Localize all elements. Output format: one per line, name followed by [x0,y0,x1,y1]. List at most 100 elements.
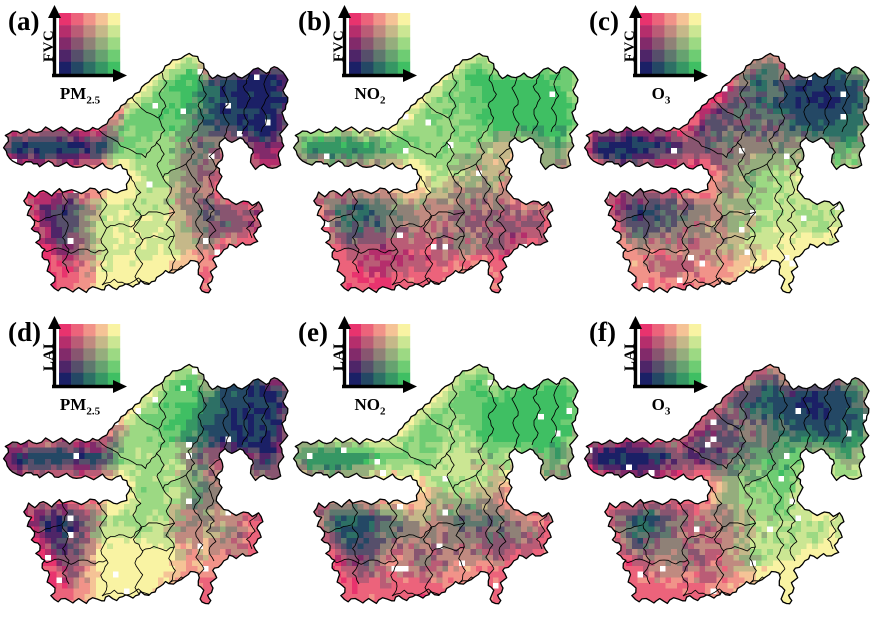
legend-x-axis-label: O3 [651,395,671,418]
district-boundary [106,215,142,229]
district-boundary [736,380,749,490]
legend-cell [688,49,702,62]
district-boundary [481,175,495,259]
legend-cell [71,336,84,349]
legend-cell [373,61,386,75]
legend-cell [688,324,702,337]
legend-cell [652,336,665,349]
bivariate-choropleth-map [583,52,870,294]
legend-cell [361,348,374,361]
district-boundary [96,191,109,286]
district-boundary [827,201,840,239]
legend-cell [397,37,411,50]
panel-b: (b) FVC NO2 [290,0,580,311]
district-boundary [550,71,561,133]
district-boundary [421,407,449,430]
legend-cell [59,372,72,386]
district-boundary [58,499,70,585]
region-outline [292,363,579,605]
district-boundary [712,407,740,430]
district-boundary [155,380,168,490]
region-outline [292,52,579,294]
legend-cell [361,37,374,50]
district-boundary [495,147,512,251]
legend-y-arrowhead [48,316,61,329]
legend-cell [385,360,398,373]
district-boundary [639,499,651,585]
legend-cell [676,37,689,50]
legend-cell [397,49,411,62]
legend-cell [95,61,108,75]
district-boundary [430,211,465,217]
legend-cell [71,13,84,26]
district-boundary [743,488,757,595]
bivariate-legend: FVC O3 [617,4,787,108]
legend-cell [107,348,121,361]
district-boundary [721,522,756,528]
legend-x-arrowhead [113,69,127,82]
district-boundary [786,147,803,251]
district-boundary [324,247,398,254]
legend-cell [361,372,374,386]
legend-cell [373,49,386,62]
legend-cell [688,25,702,38]
legend-cell [688,13,702,26]
legend-cell [107,13,121,26]
district-boundary [421,96,449,119]
district-boundary [736,69,749,179]
district-boundary [430,522,465,528]
legend-cell [676,360,689,373]
legend-cell [676,13,689,26]
legend-cell [373,348,386,361]
district-boundary [141,546,176,552]
legend-cell [95,25,108,38]
legend-grid-and-axes [338,316,417,393]
legend-cell [107,37,121,50]
district-boundary [241,383,251,446]
legend-cell [688,360,702,373]
district-boundary [743,163,768,179]
legend-cell [640,49,653,62]
legend-cell [361,324,374,337]
district-boundary [205,458,222,562]
legend-x-arrowhead [403,69,417,82]
panel-e: (e) LAI NO2 [290,311,580,622]
district-boundary [34,247,108,254]
district-boundary [822,72,832,135]
legend-cell [71,25,84,38]
panel-f: (f) LAI O3 [581,311,871,622]
legend-cell [397,348,411,361]
district-boundary [396,215,432,229]
legend-cell [652,360,665,373]
region-outline [2,363,289,605]
district-boundaries [316,376,561,597]
legend-cell [664,61,677,75]
district-boundary [687,526,723,540]
district-boundary [495,458,512,562]
legend-y-arrowhead [338,316,351,329]
legend-cell [664,49,677,62]
district-boundary [677,191,690,286]
legend-cell [397,25,411,38]
district-boundary [766,65,788,177]
district-boundary [106,526,142,540]
district-boundary [721,211,756,217]
district-boundary [445,69,458,179]
legend-cell [107,360,121,373]
district-boundary [162,163,187,179]
panel-label: (a) [8,6,40,36]
legend-x-axis-label: NO2 [354,395,386,418]
legend-cell [676,61,689,75]
district-boundary [772,175,786,259]
legend-cell [664,25,677,38]
legend-cell [361,49,374,62]
legend-cell [385,372,398,386]
legend-cell [95,348,108,361]
legend-cell [59,324,72,337]
district-boundary [221,77,230,138]
legend-cell [664,13,677,26]
district-boundary [452,488,466,595]
district-boundary [475,376,497,488]
legend-grid-and-axes [629,316,708,393]
legend-cell [59,37,72,50]
